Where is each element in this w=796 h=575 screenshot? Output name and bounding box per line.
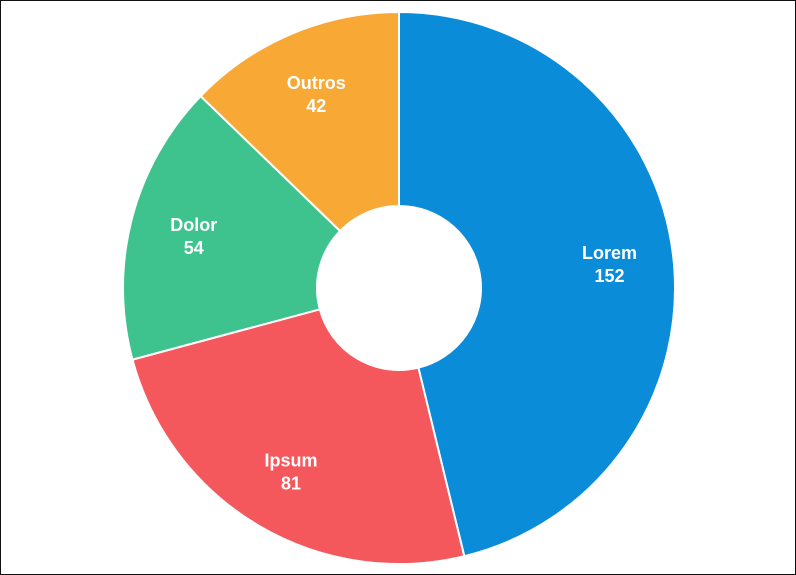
- slice-value-outros: 42: [306, 96, 326, 116]
- slice-dolor: [122, 94, 342, 361]
- slice-value-lorem: 152: [594, 266, 624, 286]
- slice-label-lorem: Lorem: [582, 243, 637, 263]
- labels-group: Lorem 152 Ipsum 81 Dolor 54 Outros 42: [170, 73, 637, 494]
- slice-label-outros: Outros: [287, 73, 346, 93]
- slice-value-dolor: 54: [184, 238, 204, 258]
- slice-label-dolor: Dolor: [170, 215, 217, 235]
- slice-outros: [199, 10, 400, 233]
- slice-value-ipsum: 81: [281, 473, 301, 493]
- slice-lorem: [398, 10, 676, 558]
- slice-label-ipsum: Ipsum: [264, 450, 317, 470]
- slice-ipsum: [131, 308, 466, 565]
- slices-group: [122, 10, 676, 565]
